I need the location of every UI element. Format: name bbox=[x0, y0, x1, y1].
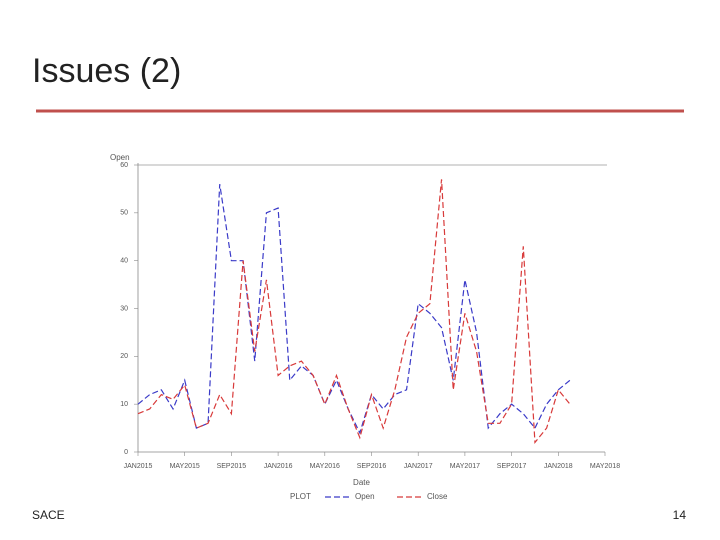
series-line bbox=[137, 179, 571, 445]
y-tick-label: 40 bbox=[120, 258, 128, 265]
series-line bbox=[137, 184, 571, 435]
chart: Open Date 0 10 20 30 40 50 60 JAN2015 MAY2015 SEP20… bbox=[110, 153, 620, 501]
x-tick-label: SEP2017 bbox=[497, 463, 527, 470]
slide-title: Issues (2) bbox=[32, 52, 181, 90]
x-tick-label: JAN2018 bbox=[544, 463, 573, 470]
x-tick-label: MAY2018 bbox=[590, 463, 620, 470]
footer-left: SACE bbox=[32, 508, 65, 522]
y-tick-label: 0 bbox=[124, 449, 128, 456]
y-tick-label: 60 bbox=[120, 162, 128, 169]
page-number: 14 bbox=[673, 508, 687, 522]
x-tick-label: MAY2015 bbox=[170, 463, 200, 470]
y-axis-label: Open bbox=[110, 153, 130, 162]
x-tick-label: SEP2015 bbox=[217, 463, 247, 470]
x-axis-label: Date bbox=[353, 478, 370, 487]
x-tick-label: JAN2016 bbox=[264, 463, 293, 470]
legend-label: Open bbox=[355, 492, 375, 501]
y-tick-label: 10 bbox=[120, 401, 128, 408]
y-tick-label: 20 bbox=[120, 353, 128, 360]
legend-title: PLOT bbox=[290, 492, 311, 501]
x-tick-label: JAN2017 bbox=[404, 463, 433, 470]
y-tick-label: 50 bbox=[120, 210, 128, 217]
y-tick-label: 30 bbox=[120, 305, 128, 312]
x-tick-label: JAN2015 bbox=[124, 463, 153, 470]
x-tick-label: MAY2017 bbox=[450, 463, 480, 470]
x-tick-label: MAY2016 bbox=[310, 463, 340, 470]
legend-label: Close bbox=[427, 492, 448, 501]
x-tick-label: SEP2016 bbox=[357, 463, 387, 470]
